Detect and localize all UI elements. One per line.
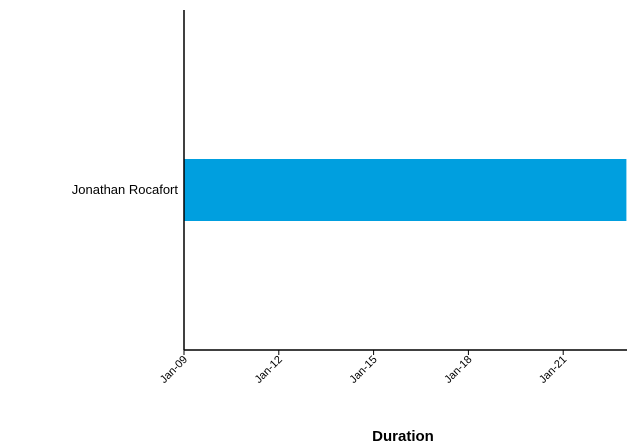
category-labels: Jonathan Rocafort <box>72 182 179 197</box>
x-axis-title: Duration <box>372 428 434 444</box>
x-tick-label: Jan-09 <box>158 354 190 386</box>
category-label: Jonathan Rocafort <box>72 182 179 197</box>
x-tick-label: Jan-15 <box>347 354 379 386</box>
x-tick-label: Jan-21 <box>537 354 569 386</box>
x-axis-ticks: Jan-09 Jan-12 Jan-15 Jan-18 Jan-21 <box>158 350 569 386</box>
bars-layer <box>184 159 627 221</box>
x-tick-label: Jan-12 <box>253 354 285 386</box>
bar-0-0 <box>184 159 627 221</box>
x-tick-label: Jan-18 <box>442 354 474 386</box>
